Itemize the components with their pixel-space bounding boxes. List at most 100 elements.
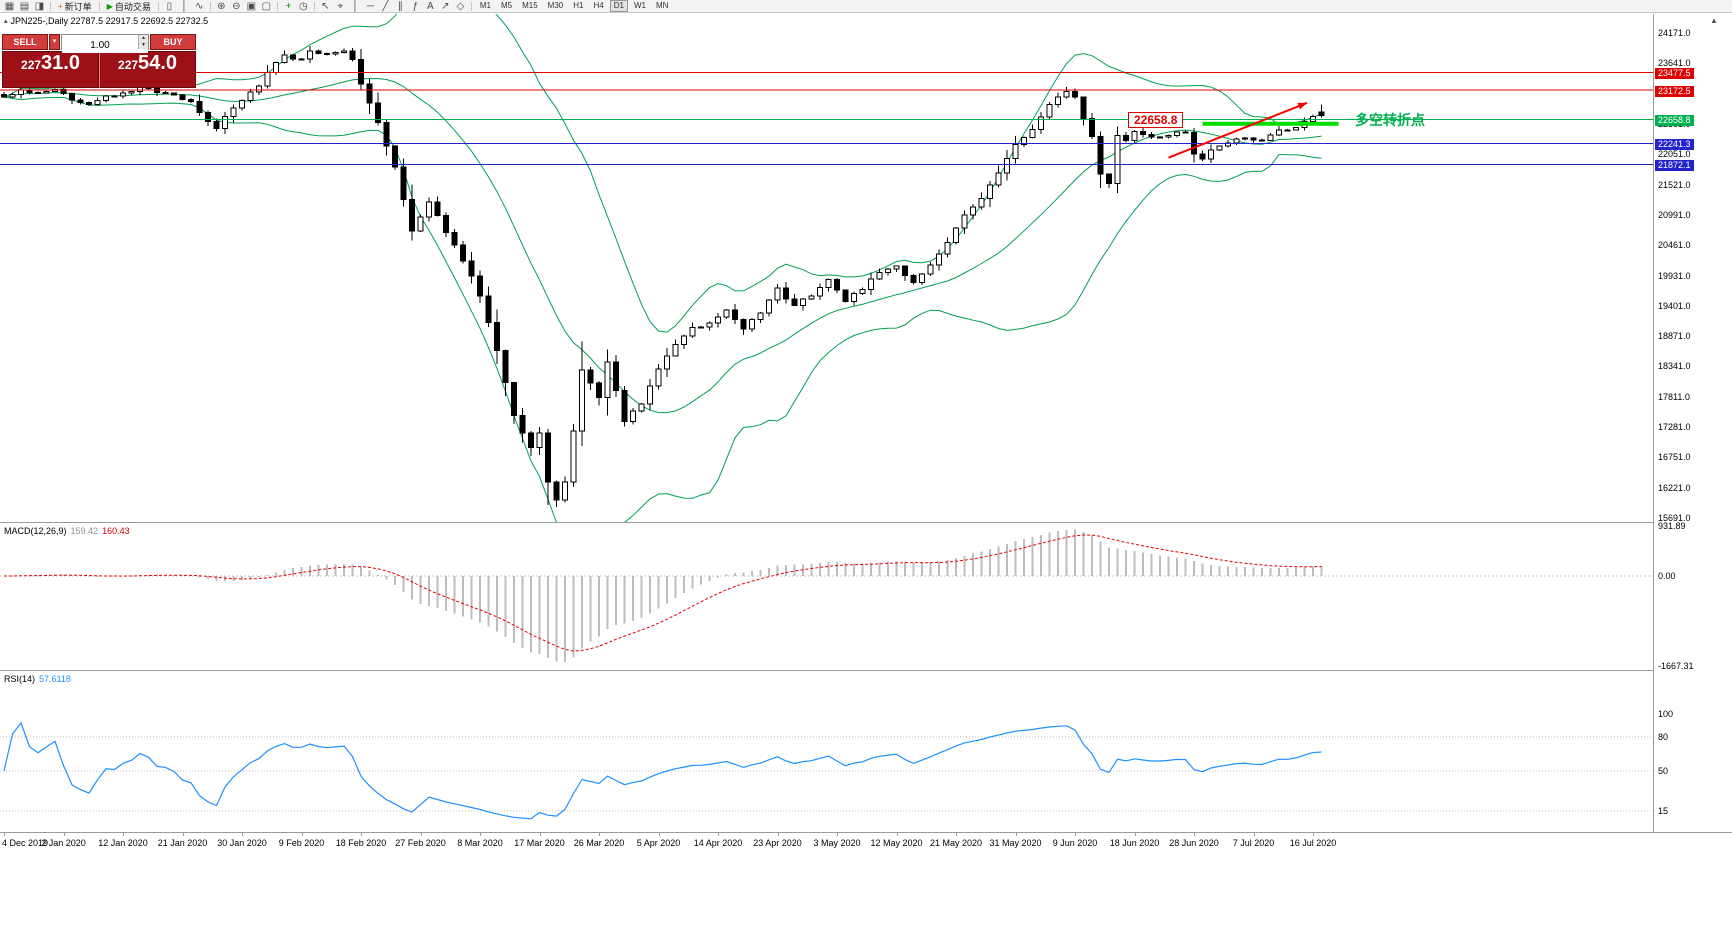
price-axis[interactable]: 24171.023641.023111.022581.022051.021521… [1653,14,1732,832]
timeframe-button-m1[interactable]: M1 [479,1,491,10]
volume-input[interactable] [62,38,148,53]
price-tick-label: 17281.0 [1658,422,1691,433]
chart-title: ▴ JPN225-,Daily 22787.5 22917.5 22692.5 … [4,16,208,26]
price-tick-label: 23641.0 [1658,58,1691,69]
timeframe-button-w1[interactable]: W1 [633,1,646,10]
rsi-axis-label: 15 [1658,805,1669,816]
price-tick-label: 18341.0 [1658,361,1691,372]
macd-name: MACD(12,26,9) [4,526,67,536]
macd-histogram [11,529,1323,663]
date-label: 23 Apr 2020 [753,838,802,848]
sell-button[interactable]: SELL [2,34,48,50]
chart-profiles-icon[interactable]: ▤ [19,0,30,12]
channel-icon[interactable]: ∥ [397,0,403,12]
cursor-icon[interactable]: ↖ [321,0,330,12]
sell-price-display[interactable]: 227 31.0 [2,51,99,88]
date-tick [1015,833,1017,836]
date-tick [1313,833,1314,836]
text-object-icon[interactable]: A [427,0,434,12]
date-tick [182,833,184,836]
date-label: 12 Jan 2020 [98,838,148,848]
rsi-panel[interactable] [0,671,1653,831]
shapes-icon[interactable]: ◇ [456,0,465,12]
volume-spinner: ▴ ▾ [138,35,148,49]
timeframe-button-mn[interactable]: MN [655,1,669,10]
date-tick [361,833,362,836]
timeframe-button-m30[interactable]: M30 [547,1,564,10]
buy-button[interactable]: BUY [150,34,196,50]
timeframe-button-m5[interactable]: M5 [500,1,513,10]
crosshair-icon[interactable]: ⌖ [337,0,344,12]
price-tick-label: 19401.0 [1658,300,1691,311]
arrow-object-icon[interactable]: ↗ [441,0,450,12]
date-tick [837,833,838,836]
panel-separator[interactable] [0,522,1732,523]
candlestick-view-icon[interactable]: ▯ [166,0,173,12]
chart-title-text: JPN225-,Daily 22787.5 22917.5 22692.5 22… [10,16,209,26]
date-label: 3 May 2020 [813,838,861,848]
date-tick [777,833,779,836]
date-tick [1134,833,1136,836]
panel-separator[interactable] [0,670,1732,671]
annotation-note-text[interactable]: 多空转折点 [1355,112,1425,128]
periods-icon[interactable]: ◷ [298,0,308,12]
toolbar-separator [157,1,159,11]
price-callout[interactable]: 22658.8 [1128,112,1184,128]
macd-signal-value: 160.43 [102,526,130,536]
toolbar-separator [98,1,100,11]
price-chart-plot[interactable] [0,14,1653,522]
date-label: 28 Jun 2020 [1169,838,1219,848]
date-tick [1253,833,1255,836]
date-axis[interactable]: 4 Dec 2019 2 Jan 2020 12 Jan 2020 21 Jan 20… [0,832,1732,852]
zoom-out-icon[interactable]: ⊖ [232,0,241,12]
new-chart-icon[interactable]: ▦ [4,0,15,12]
date-label: 21 May 2020 [929,838,983,848]
volume-field: ▴ ▾ [61,34,149,53]
autotrade-button[interactable]: ▶ 自动交易 [104,1,154,12]
price-tick-label: 21521.0 [1658,179,1691,190]
scroll-marker-icon[interactable]: ▲ [1710,16,1718,25]
date-label: 18 Jun 2020 [1109,838,1160,848]
volume-up-button[interactable]: ▴ [141,35,145,41]
date-tick [4,833,5,836]
sell-price-big: 31.0 [41,52,80,74]
timeframe-button-h1[interactable]: H1 [573,1,584,10]
date-tick [480,833,481,836]
cascade-windows-icon[interactable]: ▢ [261,0,272,12]
toolbar: ▦ ▤ ◨ + 新订单 ▶ 自动交易 ▯ │ ∿ ⊕ ⊖ ▣ ▢ + ◷ ↖ ⌖ │ ─ ╱ ∥ ƒ A ↗ ◇ M1 M5 M15 M3… [0,0,1732,13]
macd-panel[interactable] [0,523,1653,670]
date-tick [1075,833,1076,836]
buy-price-display[interactable]: 227 54.0 [99,51,196,88]
new-order-button[interactable]: + 新订单 [55,1,95,12]
one-click-menu-arrow[interactable]: ▾ [49,34,60,50]
vertical-line-icon[interactable]: │ [352,0,359,12]
trendline-icon[interactable]: ╱ [382,0,389,12]
trend-arrow-line [1168,101,1308,159]
horizontal-line-icon[interactable]: ─ [366,0,374,12]
macd-axis-label: -1667.31 [1658,660,1694,671]
date-label: 9 Jun 2020 [1052,838,1098,848]
timeframe-button-d1[interactable]: D1 [609,0,628,12]
buy-price-big: 54.0 [138,52,177,74]
zoom-in-icon[interactable]: ⊕ [217,0,226,12]
price-line-badge: 21872.1 [1655,159,1694,171]
volume-down-button[interactable]: ▾ [141,42,145,48]
date-tick [1194,833,1195,836]
chart-templates-icon[interactable]: ◨ [34,0,45,12]
chart-window-icon: ▴ [4,18,8,25]
rsi-axis-label: 100 [1658,709,1674,719]
fibonacci-icon[interactable]: ƒ [412,0,419,12]
line-view-icon[interactable]: ∿ [195,0,204,12]
price-line-badge: 22658.8 [1655,114,1694,126]
indicators-add-icon[interactable]: + [285,0,292,12]
price-tick-label: 18871.0 [1658,331,1691,342]
date-label: 31 May 2020 [989,838,1042,848]
tile-windows-icon[interactable]: ▣ [246,0,257,12]
bar-view-icon[interactable]: │ [181,0,188,12]
date-tick [63,833,65,836]
timeframe-button-m15[interactable]: M15 [522,1,538,10]
toolbar-separator [50,1,51,11]
timeframe-button-h4[interactable]: H4 [593,1,604,10]
price-line-badge: 22241.3 [1655,138,1694,150]
macd-axis-label: 931.89 [1658,520,1686,531]
